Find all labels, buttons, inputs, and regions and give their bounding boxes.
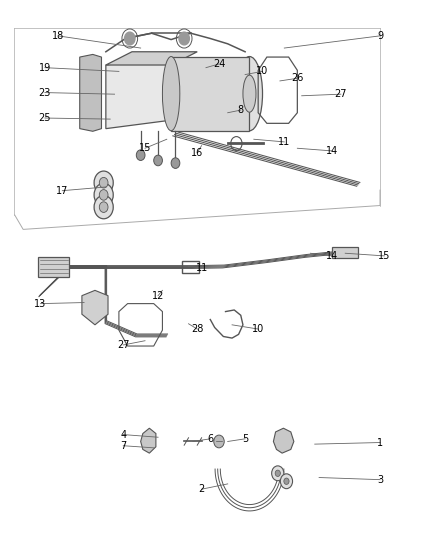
Circle shape <box>94 183 113 207</box>
Text: 18: 18 <box>52 31 64 41</box>
Circle shape <box>171 158 180 168</box>
Text: 27: 27 <box>117 340 130 350</box>
Text: 2: 2 <box>198 484 205 494</box>
Text: 27: 27 <box>335 89 347 99</box>
Circle shape <box>124 32 135 45</box>
Text: 25: 25 <box>39 113 51 123</box>
Polygon shape <box>106 52 197 65</box>
Circle shape <box>275 470 280 477</box>
Text: 10: 10 <box>252 324 264 334</box>
Circle shape <box>179 32 189 45</box>
Text: 8: 8 <box>238 105 244 115</box>
Polygon shape <box>171 56 250 131</box>
Circle shape <box>99 202 108 213</box>
Text: 4: 4 <box>120 430 126 440</box>
Circle shape <box>280 474 293 489</box>
Text: 14: 14 <box>326 146 338 156</box>
Circle shape <box>154 155 162 166</box>
Polygon shape <box>82 290 108 325</box>
Polygon shape <box>106 56 171 128</box>
Text: 9: 9 <box>377 31 383 41</box>
Text: 17: 17 <box>56 185 68 196</box>
Text: 16: 16 <box>191 148 203 158</box>
Circle shape <box>136 150 145 160</box>
Circle shape <box>99 177 108 188</box>
Polygon shape <box>80 54 102 131</box>
Ellipse shape <box>237 56 262 131</box>
Ellipse shape <box>243 75 256 112</box>
Text: 7: 7 <box>120 441 127 451</box>
Circle shape <box>284 478 289 484</box>
Circle shape <box>214 435 224 448</box>
Text: 15: 15 <box>378 251 391 261</box>
Polygon shape <box>39 257 69 277</box>
Text: 14: 14 <box>326 251 338 261</box>
Text: 10: 10 <box>256 67 268 76</box>
Polygon shape <box>332 247 358 258</box>
Text: 1: 1 <box>377 438 383 448</box>
Circle shape <box>272 466 284 481</box>
Text: 13: 13 <box>35 298 47 309</box>
Polygon shape <box>273 428 294 453</box>
Polygon shape <box>141 428 156 453</box>
Ellipse shape <box>162 56 180 131</box>
Circle shape <box>99 190 108 200</box>
Text: 3: 3 <box>377 475 383 484</box>
Text: 15: 15 <box>139 143 151 154</box>
Text: 28: 28 <box>191 324 203 334</box>
Circle shape <box>94 196 113 219</box>
Text: 26: 26 <box>291 73 304 83</box>
Text: 12: 12 <box>152 290 164 301</box>
Text: 23: 23 <box>39 87 51 98</box>
Text: 11: 11 <box>278 137 290 147</box>
Text: 6: 6 <box>207 434 213 444</box>
Text: 19: 19 <box>39 63 51 72</box>
Text: 11: 11 <box>195 263 208 272</box>
Circle shape <box>94 171 113 195</box>
Text: 24: 24 <box>213 59 225 69</box>
Text: 5: 5 <box>242 434 248 444</box>
